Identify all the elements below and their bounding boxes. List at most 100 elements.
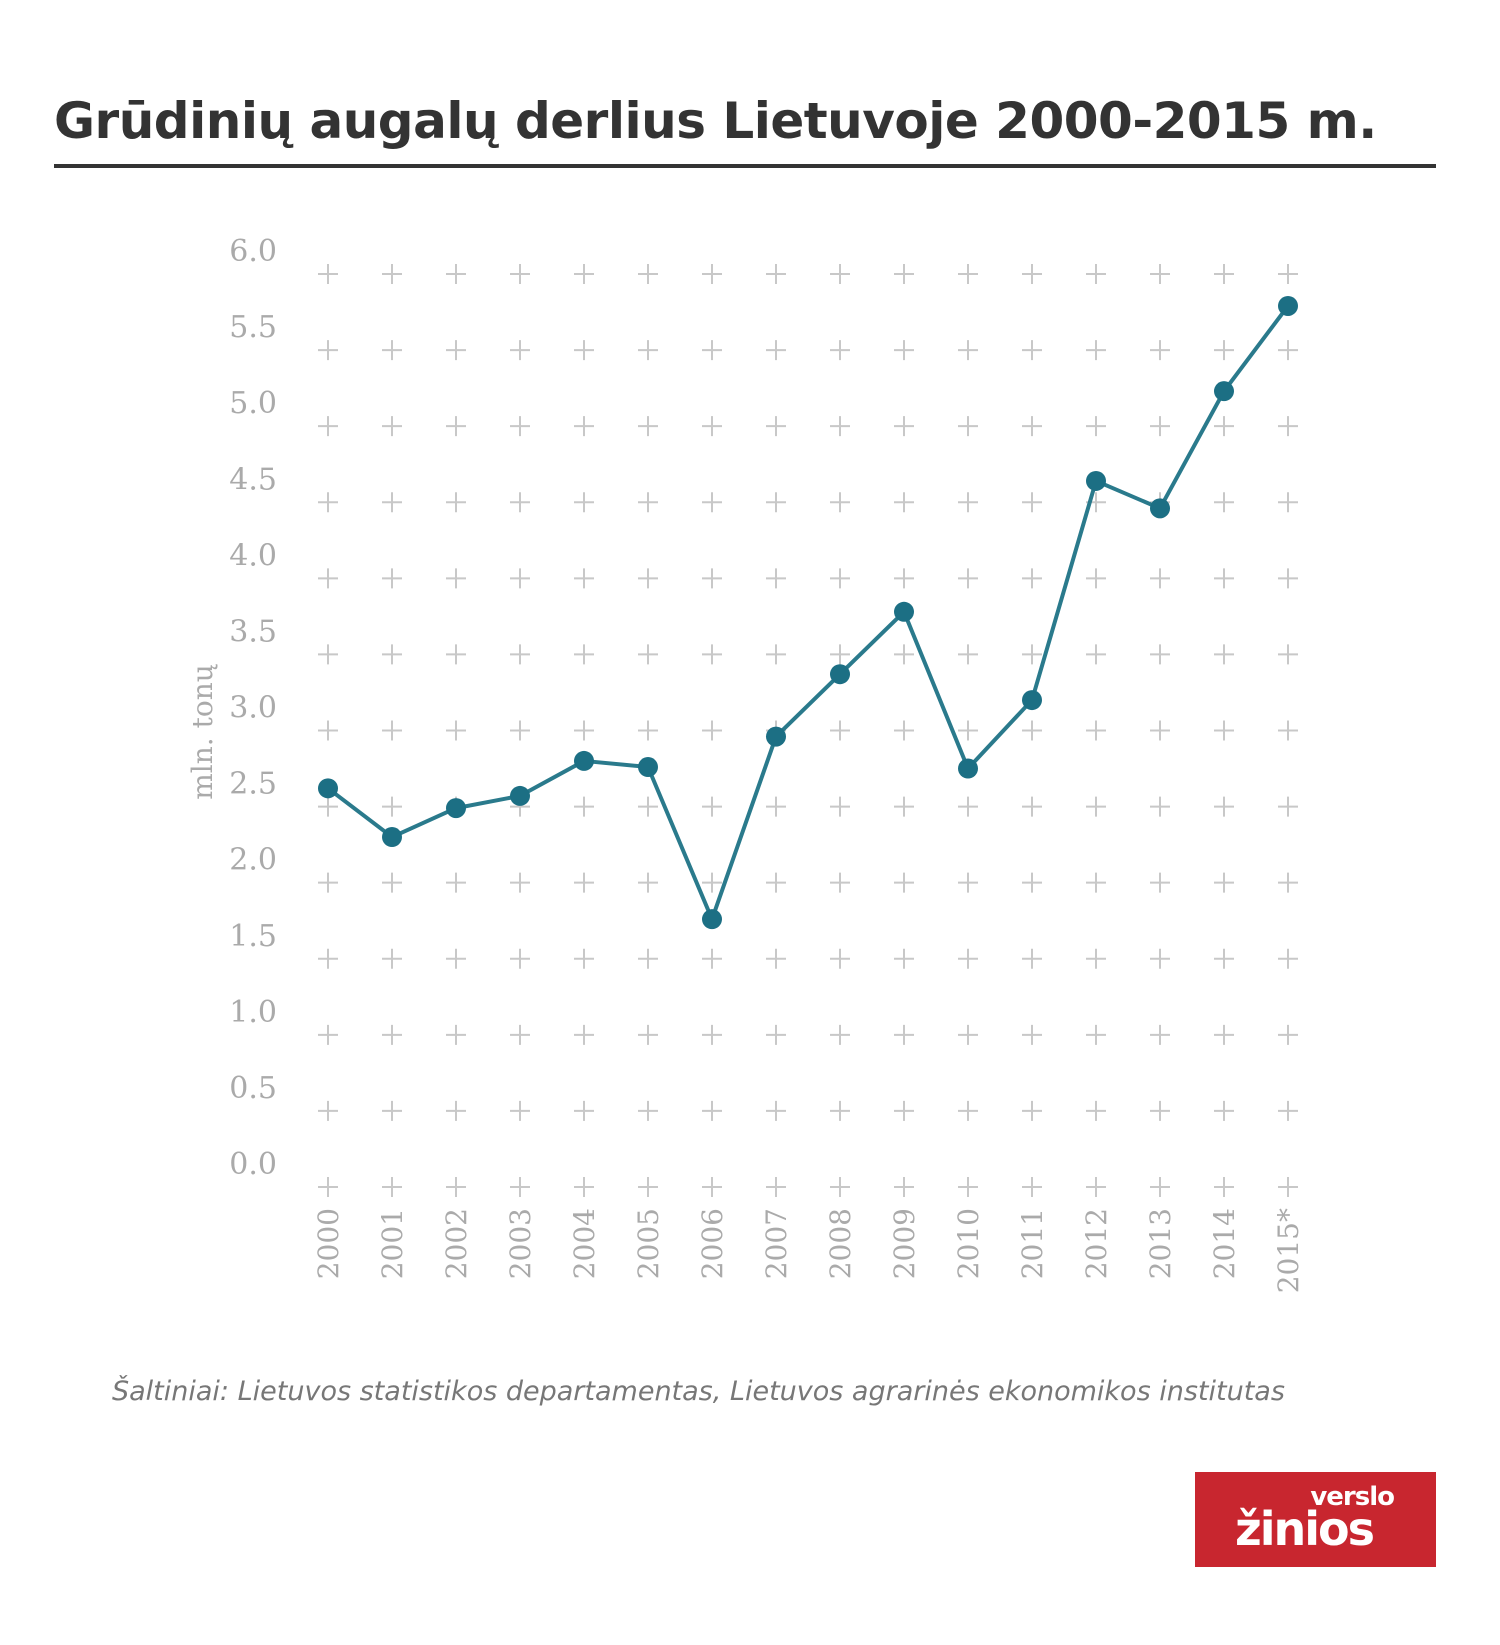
grid-cross (318, 644, 338, 665)
grid-cross (766, 644, 786, 665)
grid-cross (574, 644, 594, 665)
logo-line-1: verslo (1310, 1482, 1395, 1512)
grid-cross (766, 568, 786, 589)
grid-cross (1150, 264, 1170, 284)
grid-cross (1022, 948, 1042, 969)
grid-cross (510, 568, 530, 589)
grid-cross (574, 492, 594, 513)
grid-cross (1150, 1100, 1170, 1121)
grid-cross (382, 948, 402, 969)
grid-cross (1086, 340, 1106, 361)
grid-cross (446, 340, 466, 361)
grid-cross (382, 340, 402, 361)
grid-cross (830, 644, 850, 665)
grid-cross (894, 872, 914, 893)
data-point (446, 798, 466, 819)
grid-cross (638, 644, 658, 665)
x-tick-label: 2014 (1208, 1208, 1241, 1279)
grid-cross (894, 720, 914, 741)
grid-cross (894, 948, 914, 969)
grid-cross (382, 1177, 402, 1197)
grid-cross (1214, 568, 1234, 589)
grid-cross (510, 264, 530, 284)
grid-cross (894, 1024, 914, 1045)
grid-cross (510, 644, 530, 665)
grid-cross (958, 796, 978, 817)
data-point (382, 827, 402, 848)
x-tick-label: 2001 (376, 1208, 409, 1279)
grid-cross (766, 796, 786, 817)
grid-cross (510, 492, 530, 513)
grid-cross (1214, 872, 1234, 893)
y-tick-label: 0.5 (229, 1071, 277, 1106)
data-point (958, 758, 978, 779)
grid-cross (638, 796, 658, 817)
grid-cross (830, 340, 850, 361)
grid-cross (382, 720, 402, 741)
grid-cross (1086, 1177, 1106, 1197)
grid-cross (1150, 796, 1170, 817)
grid-cross (638, 264, 658, 284)
grid-cross (574, 872, 594, 893)
grid-cross (318, 1024, 338, 1045)
grid-cross (1022, 644, 1042, 665)
title-underline (54, 164, 1436, 168)
chart-title: Grūdinių augalų derlius Lietuvoje 2000-2… (54, 92, 1377, 150)
grid-cross (318, 492, 338, 513)
grid-cross (1150, 416, 1170, 437)
grid-cross (510, 872, 530, 893)
y-axis-ticks: 0.0 0.5 1.0 1.5 2.0 2.5 3.0 3.5 4.0 4.5 5.0 5.5 6.0 (229, 234, 277, 1182)
grid-cross (1086, 1024, 1106, 1045)
grid-cross (382, 492, 402, 513)
data-point (1086, 470, 1106, 491)
grid-cross (446, 644, 466, 665)
y-axis-label: mln. tonų (186, 663, 219, 799)
grid-cross (574, 948, 594, 969)
grid-cross (382, 872, 402, 893)
grid-cross (318, 1177, 338, 1197)
data-point (510, 785, 530, 806)
grid-cross (1214, 492, 1234, 513)
x-tick-label: 2006 (696, 1208, 729, 1279)
grid-cross (318, 568, 338, 589)
x-tick-label: 2010 (952, 1208, 985, 1279)
grid-cross (318, 340, 338, 361)
logo-line-2: žinios (1235, 1502, 1375, 1556)
grid-cross (1086, 568, 1106, 589)
grid-cross (574, 264, 594, 284)
grid-cross (1278, 1024, 1298, 1045)
grid-cross (1086, 1100, 1106, 1121)
grid-cross (1278, 568, 1298, 589)
grid-cross (766, 340, 786, 361)
grid-cross (1214, 416, 1234, 437)
grid-cross (702, 340, 722, 361)
y-tick-label: 1.0 (229, 995, 277, 1030)
grid-cross (318, 1100, 338, 1121)
grid-cross (1214, 948, 1234, 969)
grid-cross (446, 568, 466, 589)
grid-cross (958, 264, 978, 284)
grid-cross (1022, 568, 1042, 589)
grid-cross (446, 1024, 466, 1045)
y-tick-label: 3.5 (229, 614, 277, 649)
grid-cross (766, 872, 786, 893)
data-point (766, 726, 786, 747)
x-tick-label: 2000 (312, 1208, 345, 1279)
grid-cross (382, 1100, 402, 1121)
grid-cross (958, 644, 978, 665)
grid-cross (830, 492, 850, 513)
grid-cross (766, 1100, 786, 1121)
grid-cross (1086, 416, 1106, 437)
grid-cross (702, 568, 722, 589)
grid-cross (766, 1177, 786, 1197)
grid-cross (894, 340, 914, 361)
grid-cross (510, 1024, 530, 1045)
y-tick-label: 2.5 (229, 767, 277, 802)
grid-cross (318, 264, 338, 284)
grid-cross (510, 1100, 530, 1121)
grid-cross (574, 568, 594, 589)
grid-cross (1150, 1177, 1170, 1197)
grid-cross (766, 948, 786, 969)
grid-cross (702, 416, 722, 437)
grid-cross (958, 416, 978, 437)
